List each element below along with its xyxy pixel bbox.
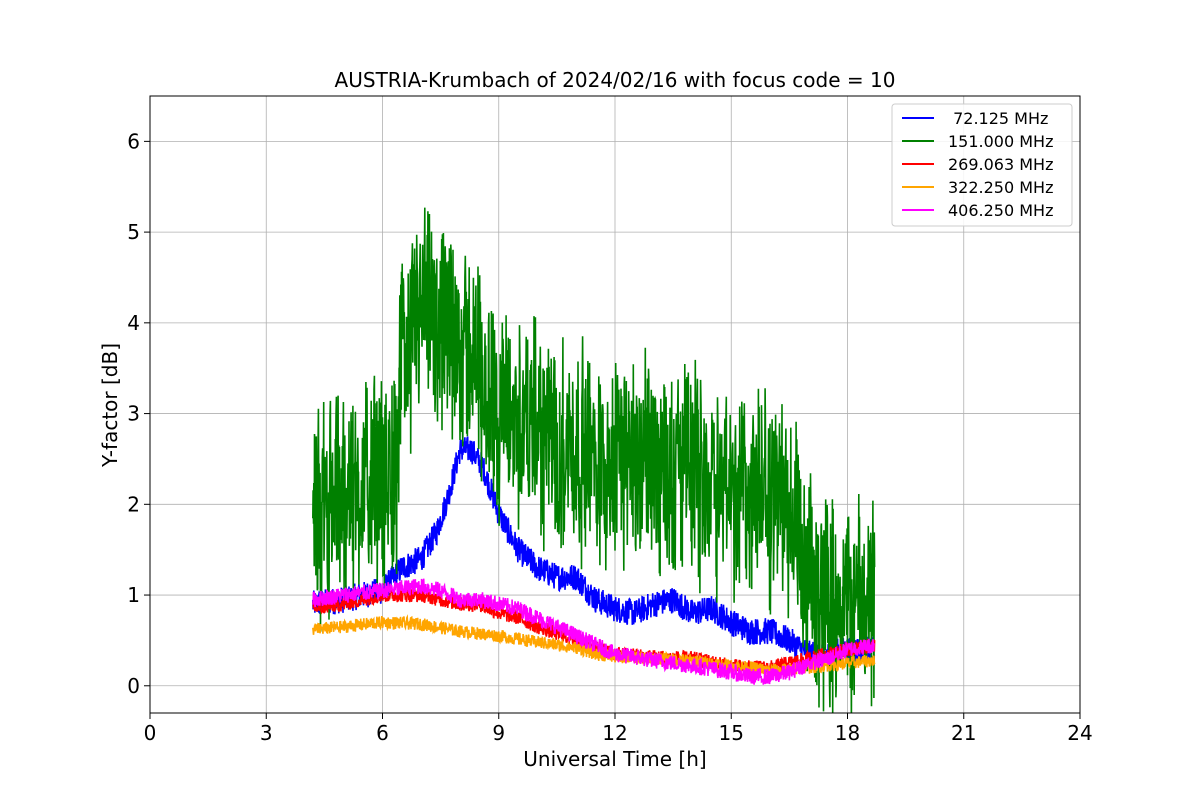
x-tick-label: 24 <box>1067 721 1092 745</box>
x-tick-label: 9 <box>492 721 505 745</box>
y-tick-label: 6 <box>127 129 140 153</box>
legend-box <box>891 103 1073 227</box>
x-tick-label: 12 <box>602 721 627 745</box>
x-tick-label: 6 <box>376 721 389 745</box>
y-tick-label: 4 <box>127 311 140 335</box>
x-axis: 0 3 6 9 12 15 18 21 24 <box>144 713 1093 745</box>
y-tick-label: 3 <box>127 402 140 426</box>
x-tick-label: 3 <box>260 721 273 745</box>
legend: 72.125 MHz 151.000 MHz 269.063 MHz 322.250 … <box>891 103 1073 227</box>
chart-title: AUSTRIA-Krumbach of 2024/02/16 with focu… <box>335 68 896 92</box>
y-tick-label: 0 <box>127 674 140 698</box>
legend-entry: 72.125 MHz <box>948 109 1048 128</box>
legend-entry: 269.063 MHz <box>948 155 1053 174</box>
x-axis-label: Universal Time [h] <box>523 747 706 771</box>
legend-entry: 322.250 MHz <box>948 178 1053 197</box>
series-layer <box>312 207 876 713</box>
legend-entry: 151.000 MHz <box>948 132 1053 151</box>
y-tick-label: 2 <box>127 492 140 516</box>
y-tick-label: 5 <box>127 220 140 244</box>
series-line <box>312 578 875 685</box>
legend-entry: 406.250 MHz <box>948 201 1053 220</box>
y-tick-label: 1 <box>127 583 140 607</box>
y-axis-label: Y-factor [dB] <box>98 343 122 468</box>
x-tick-label: 18 <box>835 721 860 745</box>
x-tick-label: 15 <box>719 721 744 745</box>
series-line <box>312 436 876 670</box>
x-tick-label: 21 <box>951 721 976 745</box>
y-axis: 0 1 2 3 4 5 6 <box>127 129 150 698</box>
x-tick-label: 0 <box>144 721 157 745</box>
series-line <box>312 207 876 713</box>
